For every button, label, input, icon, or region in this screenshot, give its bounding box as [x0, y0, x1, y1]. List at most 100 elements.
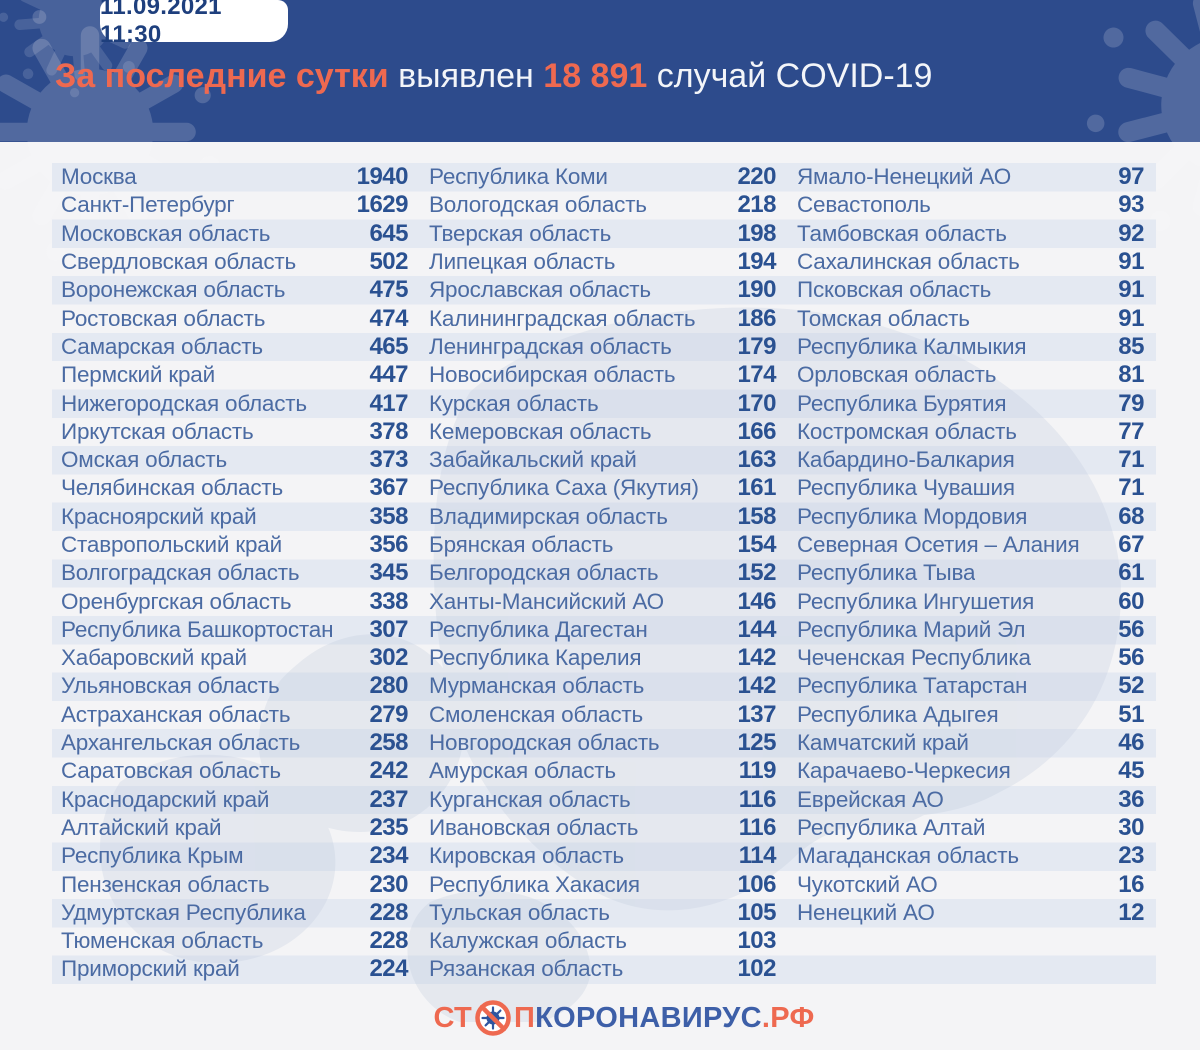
region-name: Северная Осетия – Алания	[797, 532, 1080, 557]
region-row: Республика Марий Эл 56	[788, 616, 1144, 644]
region-name: Республика Чувашия	[797, 475, 1015, 501]
region-column-1: Москва 1940 Санкт-Петербург 1629 Московская …	[52, 163, 409, 984]
region-name: Республика Калмыкия	[797, 333, 1027, 359]
region-name: Челябинская область	[61, 475, 284, 501]
region-value: 242	[369, 757, 408, 785]
region-name: Саратовская область	[61, 758, 281, 784]
region-value: 91	[1118, 248, 1144, 276]
region-value: 174	[737, 361, 776, 389]
region-name: Ханты-Мансийский АО	[429, 588, 664, 614]
region-row: Ленинградская область 179	[420, 333, 776, 361]
region-value: 45	[1118, 757, 1144, 785]
region-value: 81	[1118, 361, 1144, 389]
region-column-3: Ямало-Ненецкий АО 97 Севастополь 93 Тамбовск…	[788, 163, 1144, 984]
region-value: 92	[1118, 219, 1144, 247]
region-name: Тверская область	[429, 220, 612, 246]
region-row: Ростовская область 474	[52, 304, 408, 332]
stopcoronavirus-logo: СТ П КОРОНАВИРУС .РФ	[24, 998, 1200, 1038]
region-value: 51	[1118, 700, 1144, 728]
region-row: Ямало-Ненецкий АО 97	[788, 163, 1144, 191]
region-name: Республика Хакасия	[429, 871, 640, 897]
logo-text-rf: .РФ	[761, 1002, 815, 1034]
region-row: Республика Крым 234	[52, 842, 408, 870]
region-value: 102	[737, 955, 776, 983]
region-value: 154	[737, 531, 776, 558]
region-name: Республика Коми	[429, 164, 608, 190]
region-value: 279	[369, 700, 408, 728]
region-value: 228	[369, 927, 408, 955]
region-row: Ханты-Мансийский АО 146	[420, 587, 776, 615]
region-row: Приморский край 224	[52, 955, 408, 983]
region-name: Астраханская область	[61, 701, 291, 727]
region-value: 30	[1118, 813, 1144, 841]
region-row: Смоленская область 137	[420, 701, 776, 729]
region-row: Хабаровский край 302	[52, 644, 408, 672]
region-name: Тульская область	[429, 899, 610, 925]
region-value: 234	[369, 842, 408, 870]
region-row: Сахалинская область 91	[788, 248, 1144, 276]
region-name: Республика Дагестан	[429, 616, 648, 642]
region-row: Тульская область 105	[420, 899, 776, 927]
region-value: 56	[1118, 615, 1144, 643]
region-row: Челябинская область 367	[52, 474, 408, 502]
region-name: Владимирская область	[429, 503, 668, 529]
region-name: Республика Мордовия	[797, 503, 1028, 529]
region-name: Курская область	[429, 390, 599, 416]
region-value: 1940	[356, 163, 409, 191]
region-value: 116	[738, 813, 777, 841]
region-value: 373	[369, 446, 408, 474]
region-row: Иркутская область 378	[52, 418, 408, 446]
region-value: 447	[369, 361, 408, 389]
region-value: 103	[737, 927, 776, 955]
region-value: 16	[1118, 870, 1144, 898]
region-value: 170	[737, 389, 776, 417]
region-value: 237	[369, 785, 408, 813]
region-row: Москва 1940	[52, 163, 409, 191]
region-value: 465	[369, 332, 408, 360]
region-name: Краснодарский край	[61, 786, 270, 812]
logo-text-p: П	[514, 1002, 536, 1034]
region-value: 52	[1118, 672, 1144, 700]
region-value: 144	[737, 615, 776, 643]
region-name: Мурманская область	[429, 673, 645, 699]
region-row: Брянская область 154	[420, 531, 776, 559]
region-value: 142	[737, 644, 776, 672]
region-name: Республика Тыва	[797, 560, 976, 586]
region-row: Республика Хакасия 106	[420, 870, 776, 898]
region-name: Камчатский край	[797, 730, 969, 756]
region-name: Республика Адыгея	[797, 701, 999, 727]
region-value: 163	[737, 446, 776, 474]
region-row: Самарская область 465	[52, 333, 408, 361]
region-name: Пензенская область	[61, 871, 270, 897]
region-row: Липецкая область 194	[420, 248, 776, 276]
region-value: 166	[737, 417, 776, 445]
region-row: Воронежская область 475	[52, 276, 408, 304]
headline-total-cases: 18 891	[543, 57, 648, 95]
region-value: 1629	[356, 191, 409, 219]
region-value: 220	[737, 163, 776, 191]
region-value: 137	[737, 700, 776, 728]
region-name: Архангельская область	[61, 730, 301, 756]
region-value: 475	[369, 276, 408, 304]
region-name: Калужская область	[429, 928, 627, 954]
region-row: Омская область 373	[52, 446, 408, 474]
region-name: Кемеровская область	[429, 418, 652, 444]
region-value: 67	[1118, 531, 1144, 558]
region-value: 71	[1118, 446, 1144, 474]
region-value: 161	[737, 474, 776, 502]
region-name: Республика Карелия	[429, 645, 642, 671]
region-row: Амурская область 119	[420, 757, 777, 785]
region-row: Тверская область 198	[420, 220, 776, 248]
region-value: 23	[1118, 842, 1144, 870]
region-row: Псковская область 91	[788, 276, 1144, 304]
region-name: Брянская область	[429, 532, 614, 557]
region-row: Оренбургская область 338	[52, 587, 408, 615]
headline: За последние сутки выявлен 18 891 случай…	[55, 56, 932, 96]
region-row: Ивановская область 116	[420, 813, 777, 842]
region-value: 230	[369, 870, 408, 898]
region-value: 71	[1118, 474, 1144, 502]
region-row: Забайкальский край 163	[420, 446, 776, 474]
region-row: Свердловская область 502	[52, 248, 408, 276]
region-name: Приморский край	[61, 956, 240, 982]
region-value: 152	[737, 559, 776, 587]
